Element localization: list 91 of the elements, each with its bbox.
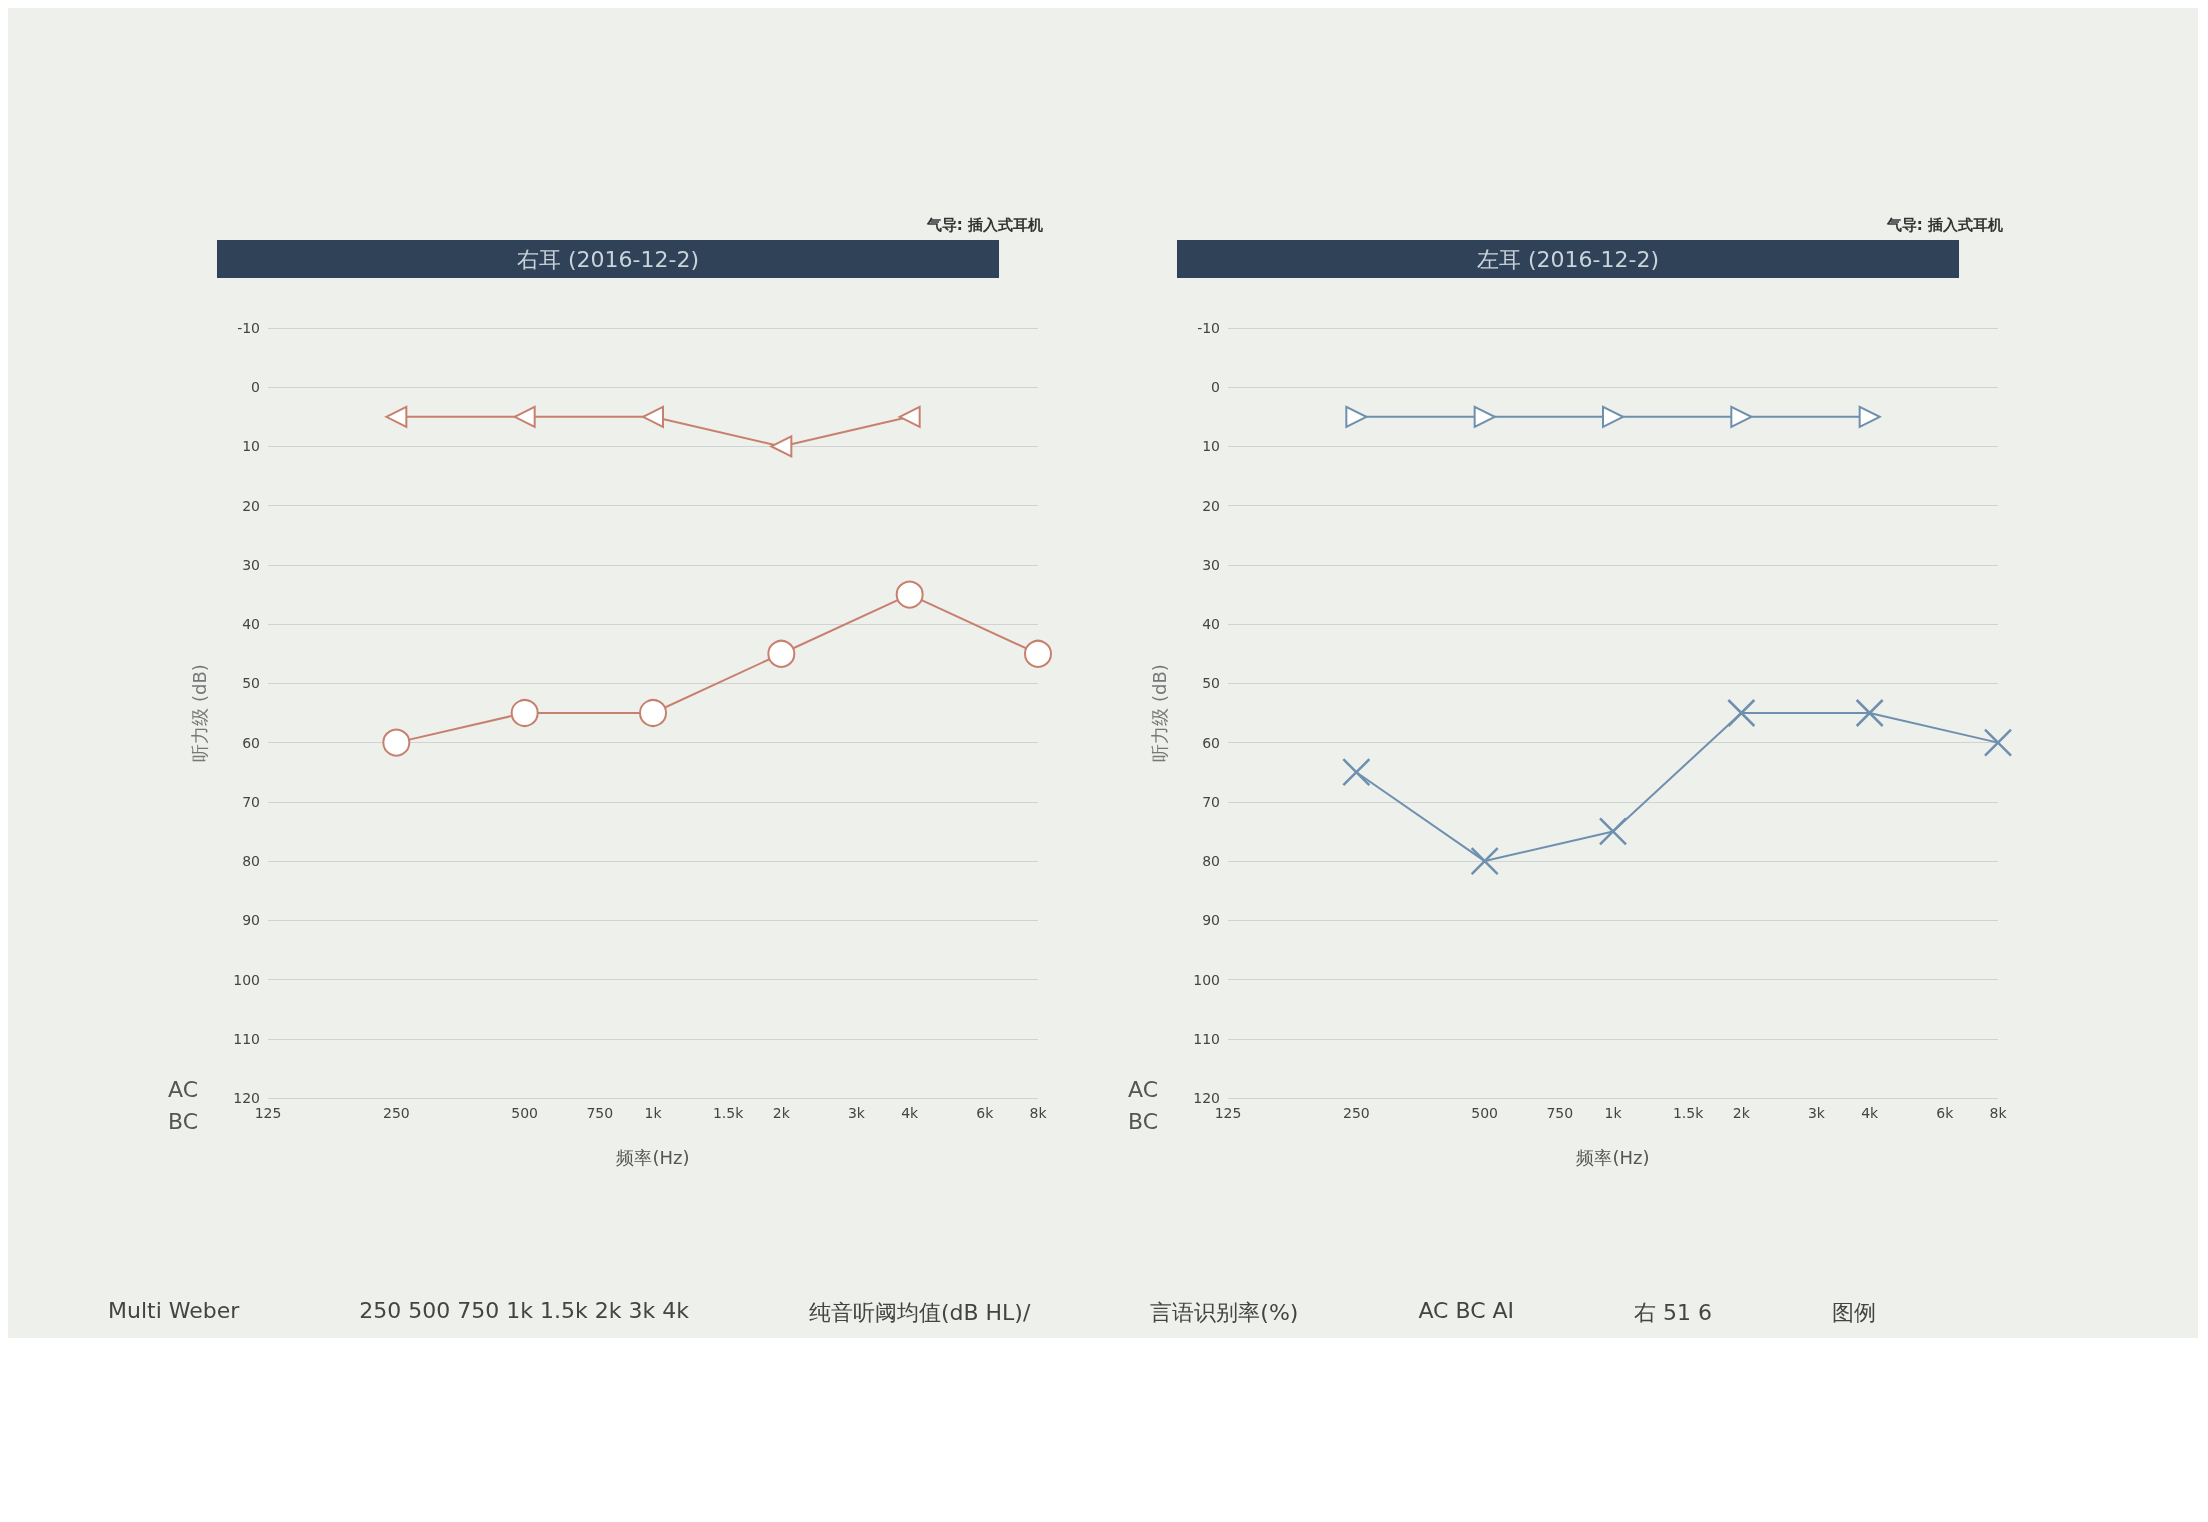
point	[1473, 405, 1496, 428]
text: 言语识别率(%)	[1150, 1299, 1299, 1327]
x-tick-label: 3k	[1807, 1105, 1826, 1121]
chart-subtitle: 气导: 插入式耳机	[925, 215, 1044, 234]
x-tick-label: 1k	[644, 1105, 663, 1121]
x-axis-title: 频率(Hz)	[616, 1146, 690, 1168]
point	[1858, 405, 1881, 428]
y-tick-label: -10	[237, 320, 260, 336]
x-tick-label: 4k	[901, 1105, 920, 1121]
y-tick-label: 100	[233, 971, 260, 988]
point	[1342, 757, 1371, 787]
point	[1983, 728, 2013, 757]
y-tick-label: 0	[1211, 379, 1220, 396]
x-tick-label: 500	[1471, 1105, 1499, 1121]
text: AC	[168, 1076, 199, 1102]
y-tick-label: 60	[1202, 734, 1220, 751]
y-tick-label: 30	[1202, 556, 1220, 573]
point	[1024, 639, 1052, 668]
x-tick-label: 1.5k	[1672, 1105, 1705, 1121]
x-tick-label: 125	[1214, 1105, 1242, 1121]
x-tick-label: 4k	[1861, 1105, 1880, 1121]
x-tick-label: 8k	[1989, 1105, 2008, 1121]
y-tick-label: 20	[1202, 497, 1220, 514]
x-tick-label: 750	[586, 1105, 614, 1121]
point	[382, 728, 411, 757]
point	[513, 405, 536, 428]
point	[1345, 405, 1368, 428]
chart-title: 右耳 (2016-12-2)	[516, 246, 700, 272]
x-tick-label: 500	[511, 1105, 539, 1121]
x-tick-label: 3k	[847, 1105, 866, 1121]
point	[510, 699, 539, 727]
point	[1730, 405, 1753, 428]
y-tick-label: 10	[1202, 438, 1220, 455]
x-tick-label: 8k	[1029, 1105, 1048, 1121]
y-tick-label: 30	[242, 556, 260, 573]
y-tick-label: 20	[242, 497, 260, 514]
text: 纯音听阈均值(dB HL)/	[808, 1299, 1031, 1327]
y-tick-label: 50	[1202, 675, 1220, 692]
y-tick-label: 60	[242, 734, 260, 751]
point	[1855, 698, 1884, 728]
y-tick-label: 110	[1193, 1030, 1220, 1047]
y-tick-label: 70	[242, 793, 260, 810]
point	[770, 435, 793, 458]
text: 图例	[1832, 1299, 1877, 1327]
point	[898, 405, 921, 428]
x-tick-label: 1.5k	[712, 1105, 745, 1121]
y-tick-label: 40	[1202, 616, 1220, 633]
x-tick-label: 1k	[1604, 1105, 1623, 1121]
y-tick-label: 110	[233, 1030, 260, 1047]
y-tick-label: 50	[242, 675, 260, 692]
chart-title: 左耳 (2016-12-2)	[1476, 246, 1660, 272]
y-tick-label: 100	[1193, 971, 1220, 988]
y-axis-title: 听力级 (dB)	[188, 664, 210, 762]
x-tick-label: 750	[1546, 1105, 1574, 1121]
y-axis-title: 听力级 (dB)	[1148, 664, 1170, 762]
x-tick-label: 2k	[1732, 1105, 1751, 1121]
text: 250 500 750 1k 1.5k 2k 3k 4k	[359, 1298, 689, 1325]
point	[1727, 698, 1756, 728]
y-tick-label: 120	[233, 1090, 260, 1106]
point	[642, 405, 664, 428]
text: Multi Weber	[108, 1298, 240, 1325]
x-tick-label: 6k	[976, 1105, 995, 1121]
text: AC	[1128, 1076, 1159, 1102]
point	[767, 639, 796, 668]
x-tick-label: 250	[382, 1105, 410, 1121]
x-tick-label: 250	[1342, 1105, 1370, 1121]
point	[1470, 846, 1499, 876]
x-tick-label: 125	[254, 1105, 282, 1121]
point	[1602, 405, 1624, 428]
y-tick-label: 0	[251, 379, 260, 396]
text: AC BC AI	[1418, 1298, 1515, 1325]
y-tick-label: 80	[242, 853, 260, 870]
point	[385, 405, 408, 428]
point	[639, 699, 667, 727]
y-tick-label: 120	[1193, 1090, 1220, 1106]
point	[1598, 817, 1628, 846]
point	[895, 580, 924, 609]
x-axis-title: 频率(Hz)	[1576, 1146, 1650, 1168]
y-tick-label: 70	[1202, 793, 1220, 810]
chart-subtitle: 气导: 插入式耳机	[1885, 215, 2004, 234]
y-tick-label: 80	[1202, 853, 1220, 870]
y-tick-label: 40	[242, 616, 260, 633]
y-tick-label: 10	[242, 438, 260, 455]
x-tick-label: 2k	[772, 1105, 791, 1121]
text: 右 51 6	[1634, 1299, 1713, 1327]
y-tick-label: 90	[242, 912, 260, 929]
text: BC	[168, 1108, 199, 1134]
x-tick-label: 6k	[1936, 1105, 1955, 1121]
y-tick-label: 90	[1202, 912, 1220, 929]
y-tick-label: -10	[1197, 320, 1220, 336]
text: BC	[1128, 1108, 1159, 1134]
